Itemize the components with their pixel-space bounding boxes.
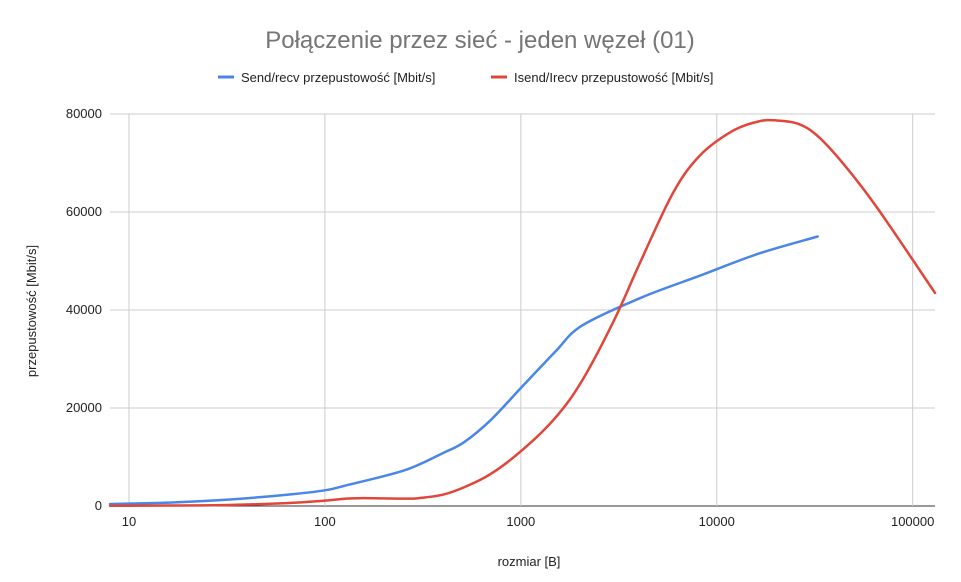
x-tick-label: 100000 [891,514,934,529]
y-tick-label: 0 [95,498,102,513]
series-line-send-recv [108,235,819,506]
series [108,118,937,508]
gridlines [110,113,935,507]
legend-label-isend-irecv: Isend/Irecv przepustowość [Mbit/s] [514,70,713,85]
series-line-isend-irecv [108,118,937,508]
x-axis-title: rozmiar [B] [498,554,561,569]
tick-labels: 0 20000 40000 60000 80000 10 100 1000 10000 10000… [66,106,935,529]
y-axis-title: przepustowość [Mbit/s] [24,245,39,377]
x-tick-label: 1000 [506,514,535,529]
legend-label-send-recv: Send/recv przepustowość [Mbit/s] [241,70,435,85]
y-tick-label: 40000 [66,302,102,317]
y-tick-label: 60000 [66,204,102,219]
y-tick-label: 80000 [66,106,102,121]
legend: Send/recv przepustowość [Mbit/s] Isend/I… [218,70,713,85]
x-tick-label: 10 [122,514,136,529]
chart-title: Połączenie przez sieć - jeden węzeł (01) [265,27,695,54]
y-tick-label: 20000 [66,400,102,415]
x-tick-label: 10000 [699,514,735,529]
x-tick-label: 100 [314,514,336,529]
